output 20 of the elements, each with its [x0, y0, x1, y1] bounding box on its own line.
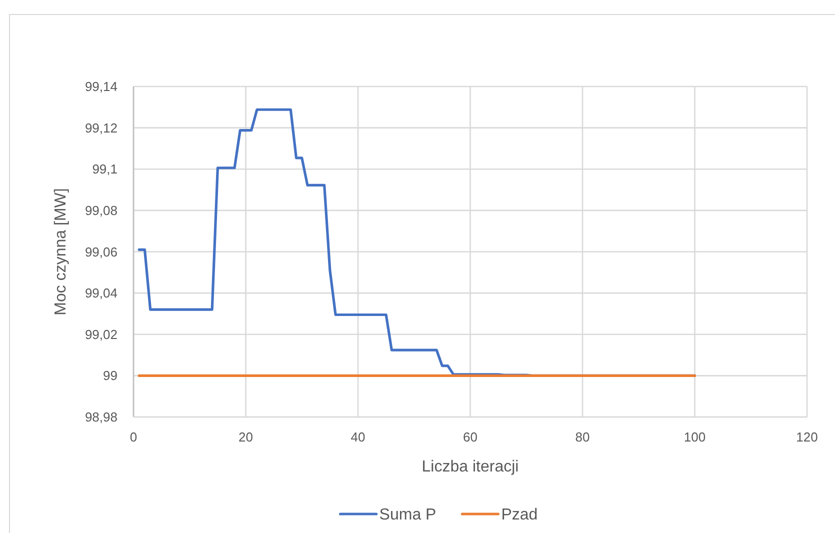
- y-tick-label: 99: [103, 368, 118, 384]
- x-tick-label: 120: [796, 430, 818, 445]
- x-tick-label: 20: [238, 430, 253, 445]
- legend-label: Pzad: [501, 506, 538, 524]
- x-tick-label: 60: [463, 430, 478, 445]
- y-tick-label: 99,08: [84, 202, 118, 218]
- y-tick-label: 99,14: [84, 79, 118, 94]
- x-tick-label: 80: [575, 430, 590, 445]
- x-axis-title: Liczba iteracji: [422, 458, 519, 476]
- y-axis-title: Moc czynna [MW]: [52, 188, 70, 316]
- x-tick-label: 0: [130, 430, 138, 445]
- y-tick-label: 99,12: [84, 120, 118, 136]
- y-tick-label: 98,98: [84, 410, 118, 425]
- y-tick-label: 99,06: [84, 244, 118, 260]
- x-tick-label: 40: [350, 430, 366, 445]
- y-tick-label: 99,02: [84, 326, 118, 342]
- legend-label: Suma P: [379, 506, 436, 524]
- y-tick-label: 99,04: [84, 286, 118, 301]
- x-tick-label: 100: [684, 430, 706, 445]
- y-tick-label: 99,1: [92, 162, 118, 177]
